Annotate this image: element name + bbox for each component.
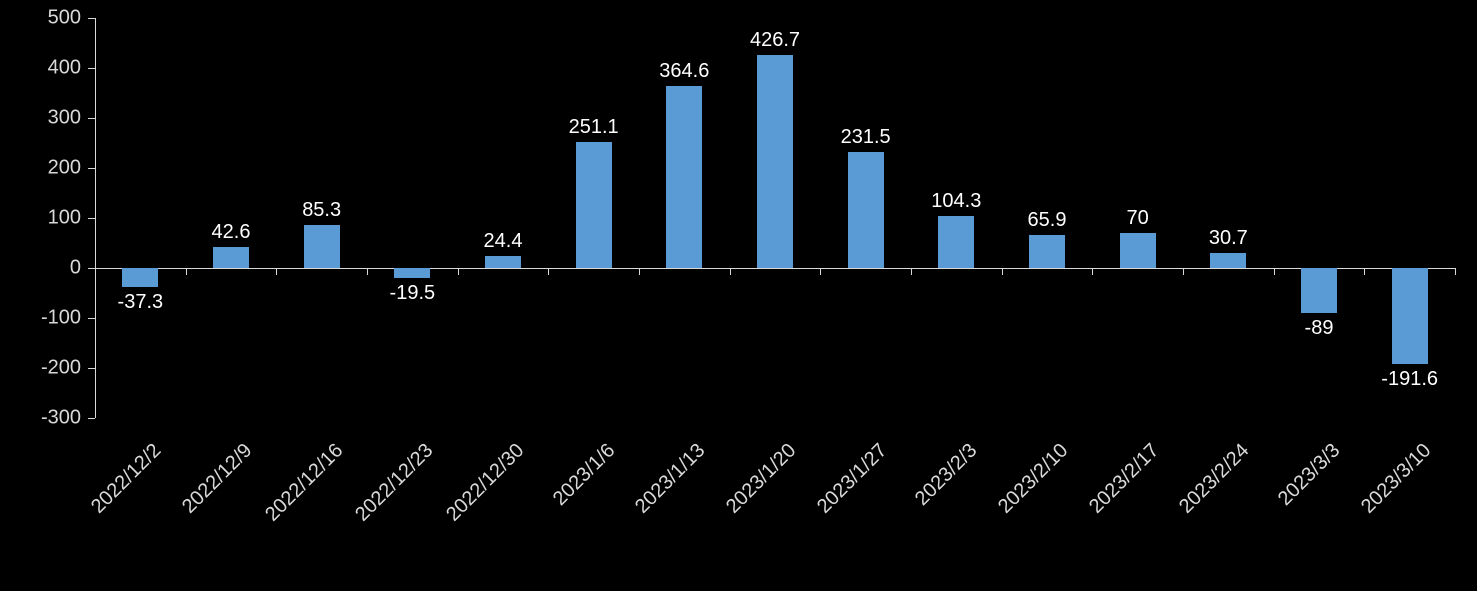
y-tick-mark (88, 168, 95, 169)
data-label: 426.7 (750, 29, 800, 52)
x-category-label: 2022/12/2 (87, 439, 166, 518)
y-tick-mark (88, 418, 95, 419)
bar-chart: -300 -200 -100 0 100 200 300 400 500 -37.3 2022/12… (0, 0, 1477, 591)
x-tick-mark (1183, 268, 1184, 275)
bar (1029, 235, 1065, 268)
x-tick-mark (1274, 268, 1275, 275)
x-category-label: 2023/2/3 (911, 439, 982, 510)
data-label: 70 (1127, 207, 1149, 230)
y-tick-mark (88, 218, 95, 219)
data-label: 85.3 (302, 199, 341, 222)
bar (394, 268, 430, 278)
x-tick-mark (1002, 268, 1003, 275)
y-tick-mark (88, 118, 95, 119)
data-label: 251.1 (569, 116, 619, 139)
x-tick-mark (730, 268, 731, 275)
y-tick-mark (88, 268, 95, 269)
y-tick-mark (88, 368, 95, 369)
bar (757, 55, 793, 268)
x-tick-mark (458, 268, 459, 275)
x-tick-mark (1364, 268, 1365, 275)
data-label: -89 (1305, 317, 1334, 340)
data-label: -37.3 (118, 291, 164, 314)
x-category-label: 2023/3/10 (1357, 439, 1436, 518)
x-category-label: 2022/12/23 (351, 439, 438, 526)
data-label: 24.4 (484, 230, 523, 253)
x-tick-mark (276, 268, 277, 275)
y-tick-label: -300 (0, 407, 81, 430)
y-tick-label: 500 (0, 7, 81, 30)
bar (938, 216, 974, 268)
y-tick-label: 300 (0, 107, 81, 130)
x-category-label: 2022/12/16 (261, 439, 348, 526)
x-tick-mark (367, 268, 368, 275)
x-category-label: 2023/2/24 (1175, 439, 1254, 518)
x-tick-mark (911, 268, 912, 275)
data-label: 65.9 (1028, 209, 1067, 232)
x-tick-mark (639, 268, 640, 275)
x-tick-mark (820, 268, 821, 275)
bar (213, 247, 249, 268)
y-tick-label: -100 (0, 307, 81, 330)
bar (576, 142, 612, 268)
y-tick-mark (88, 18, 95, 19)
x-category-label: 2023/1/27 (813, 439, 892, 518)
data-label: 231.5 (841, 126, 891, 149)
bar (1392, 268, 1428, 364)
y-tick-label: 100 (0, 207, 81, 230)
bar (304, 225, 340, 268)
data-label: -191.6 (1381, 368, 1438, 391)
data-label: 104.3 (931, 190, 981, 213)
data-label: -19.5 (390, 282, 436, 305)
y-tick-label: 400 (0, 57, 81, 80)
bar (1120, 233, 1156, 268)
y-tick-label: 0 (0, 257, 81, 280)
bar (1210, 253, 1246, 268)
x-category-label: 2023/1/20 (722, 439, 801, 518)
x-tick-mark (1455, 268, 1456, 275)
bar (848, 152, 884, 268)
x-category-label: 2023/2/17 (1085, 439, 1164, 518)
y-axis-line (95, 18, 96, 418)
x-tick-mark (548, 268, 549, 275)
y-tick-label: 200 (0, 157, 81, 180)
y-tick-mark (88, 318, 95, 319)
x-category-label: 2023/3/3 (1274, 439, 1345, 510)
x-axis-line (95, 268, 1455, 269)
x-category-label: 2023/1/6 (548, 439, 619, 510)
bar (122, 268, 158, 287)
bar (666, 86, 702, 268)
x-tick-mark (1092, 268, 1093, 275)
data-label: 30.7 (1209, 227, 1248, 250)
x-category-label: 2023/2/10 (994, 439, 1073, 518)
x-category-label: 2023/1/13 (631, 439, 710, 518)
data-label: 42.6 (212, 221, 251, 244)
data-label: 364.6 (659, 60, 709, 83)
y-tick-mark (88, 68, 95, 69)
x-category-label: 2022/12/9 (178, 439, 257, 518)
bar (1301, 268, 1337, 313)
x-tick-mark (186, 268, 187, 275)
x-category-label: 2022/12/30 (442, 439, 529, 526)
bar (485, 256, 521, 268)
y-tick-label: -200 (0, 357, 81, 380)
x-tick-mark (95, 268, 96, 275)
